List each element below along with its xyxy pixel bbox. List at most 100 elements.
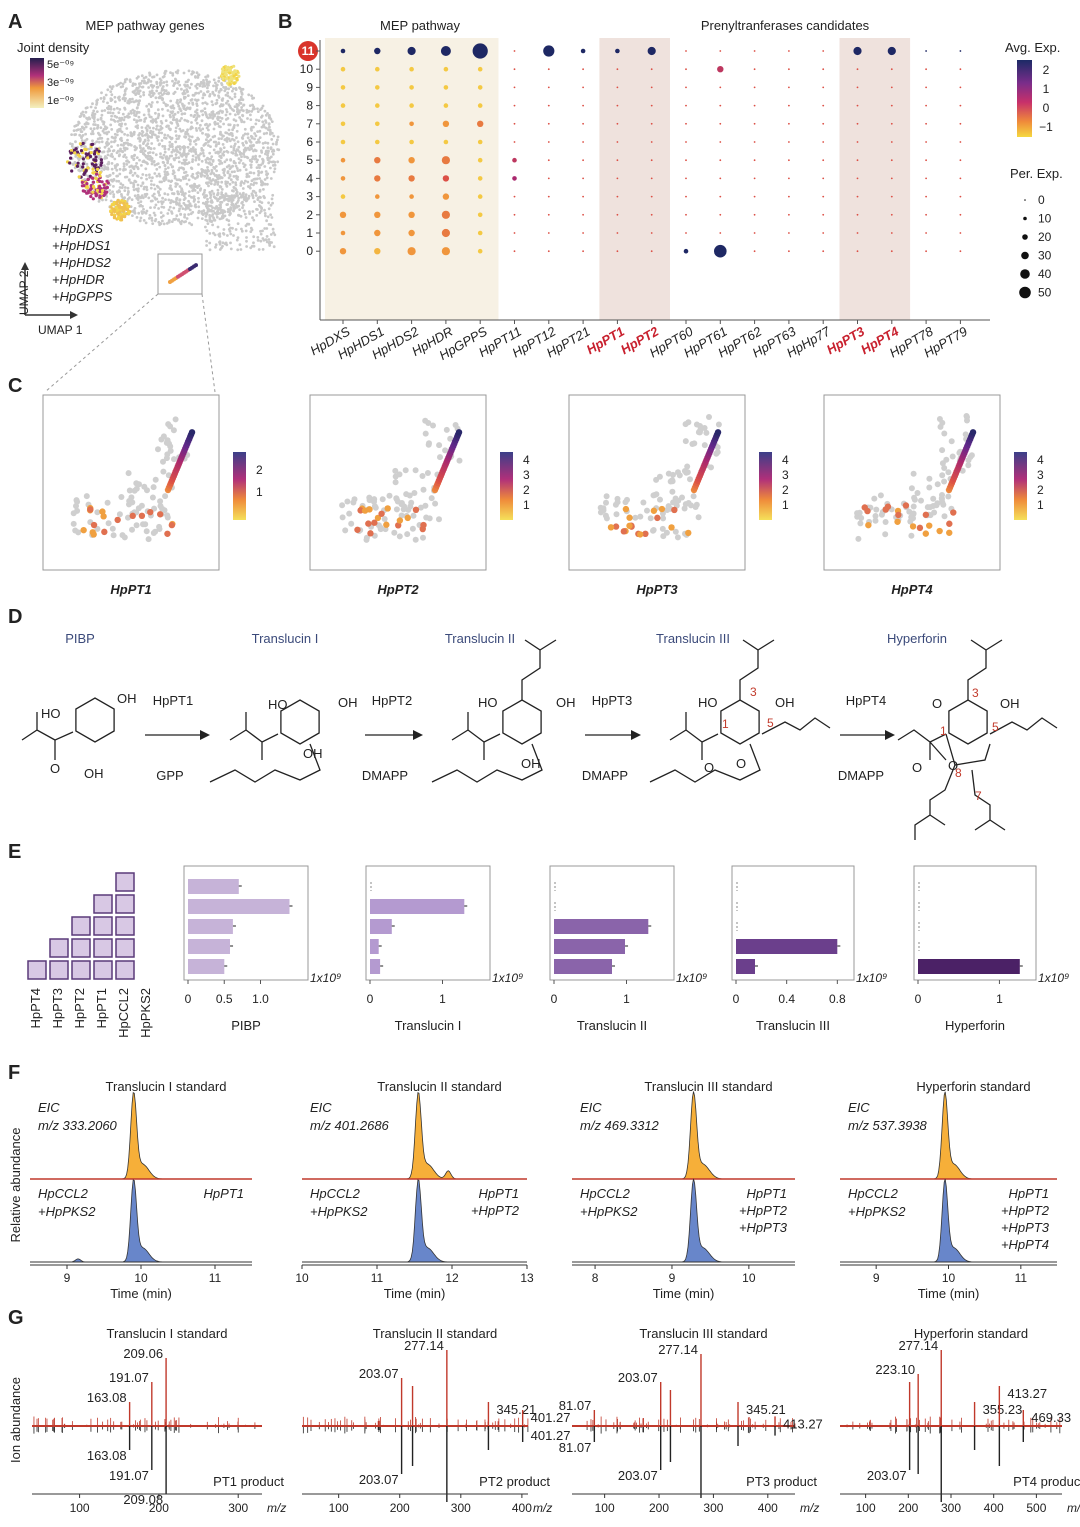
umap-point [123, 189, 127, 193]
expression-dot [409, 66, 414, 72]
umap-point [182, 198, 186, 202]
umap-point [195, 71, 199, 75]
umap-point [97, 140, 101, 144]
expressing-cell [374, 514, 382, 522]
umap-point [209, 182, 213, 186]
expressing-cell [922, 530, 930, 537]
cell-point [945, 493, 952, 500]
umap-point [206, 197, 209, 201]
umap-point [144, 221, 148, 225]
umap-point [155, 124, 159, 128]
umap-point [249, 166, 253, 169]
x-tick-label: 0 [551, 992, 558, 1006]
umap-point [133, 113, 137, 117]
umap-point [229, 178, 233, 182]
umap-point [121, 183, 125, 187]
umap-point [175, 214, 179, 218]
umap-point [105, 132, 109, 136]
pt-shade [839, 38, 911, 320]
expressing-cell [412, 506, 420, 514]
umap-point [227, 164, 231, 167]
expression-dot [650, 232, 653, 234]
umap-point [256, 239, 260, 242]
umap-point [123, 148, 127, 152]
umap-point [251, 216, 254, 220]
scale-label: 1x10⁹ [676, 971, 707, 985]
umap-point [172, 106, 176, 110]
umap-point [139, 82, 143, 85]
umap-point [78, 115, 82, 118]
cell-point [436, 516, 442, 523]
umap-point [127, 112, 131, 116]
cell-point [965, 462, 972, 469]
density-point [69, 151, 73, 155]
plot-title: Translucin III standard [639, 1326, 767, 1341]
umap-point [178, 198, 182, 202]
umap-point [221, 168, 225, 172]
umap-point [246, 172, 249, 176]
umap-point [191, 101, 195, 105]
expressing-cell [395, 522, 402, 529]
umap-point [186, 132, 190, 136]
cell-point [926, 475, 933, 482]
umap-point [117, 179, 121, 183]
umap-point [214, 81, 217, 85]
umap-point [186, 94, 190, 97]
expression-dot [582, 177, 584, 180]
expression-dot [441, 210, 450, 219]
umap-point [139, 196, 143, 200]
x-tick-label: 1 [996, 992, 1003, 1006]
umap-point [142, 187, 146, 191]
umap-point [119, 143, 123, 147]
umap-point [208, 80, 211, 84]
umap-point [164, 176, 168, 180]
umap-point [163, 170, 167, 174]
umap-point [205, 170, 209, 173]
umap-point [157, 143, 161, 147]
umap-point [243, 196, 247, 199]
expression-dot [616, 86, 619, 89]
cell-point [351, 496, 358, 503]
density-point [232, 74, 236, 78]
umap-point [145, 209, 149, 213]
umap-point [99, 97, 103, 100]
umap-point [216, 122, 220, 126]
expression-dot [925, 213, 927, 216]
axis-label-umap1: UMAP 1 [38, 323, 83, 337]
umap-point [178, 127, 182, 131]
umap-point [169, 163, 173, 166]
umap-point [139, 203, 143, 207]
umap-point [95, 140, 99, 144]
expression-dot [890, 177, 893, 180]
umap-point [204, 195, 207, 199]
scale-label: 1x10⁹ [856, 971, 887, 985]
umap-point [241, 113, 244, 117]
umap-point [122, 155, 125, 159]
umap-point [201, 96, 205, 100]
density-point [225, 76, 229, 80]
umap-point [236, 222, 240, 226]
density-point [232, 81, 236, 85]
carbon-number: 5 [767, 716, 774, 730]
x-tick-label: 100 [856, 1501, 876, 1515]
cell-point [157, 498, 164, 505]
umap-point [110, 145, 113, 149]
umap-point [109, 118, 113, 121]
umap-point [177, 80, 181, 84]
per-exp-key-dot [1019, 286, 1031, 299]
construct-label: HpPT3 [50, 988, 65, 1028]
prenyl-chain [739, 639, 775, 700]
umap-point [162, 222, 166, 226]
cell-point [644, 507, 650, 514]
umap-point [81, 110, 85, 114]
umap-point [223, 242, 227, 246]
umap-point [137, 115, 141, 119]
cell-point [941, 478, 948, 485]
umap-point [178, 119, 182, 123]
umap-point [191, 70, 195, 73]
umap-point [241, 195, 245, 199]
peak-label: 203.07 [618, 1468, 658, 1483]
expression-dot [513, 141, 516, 143]
